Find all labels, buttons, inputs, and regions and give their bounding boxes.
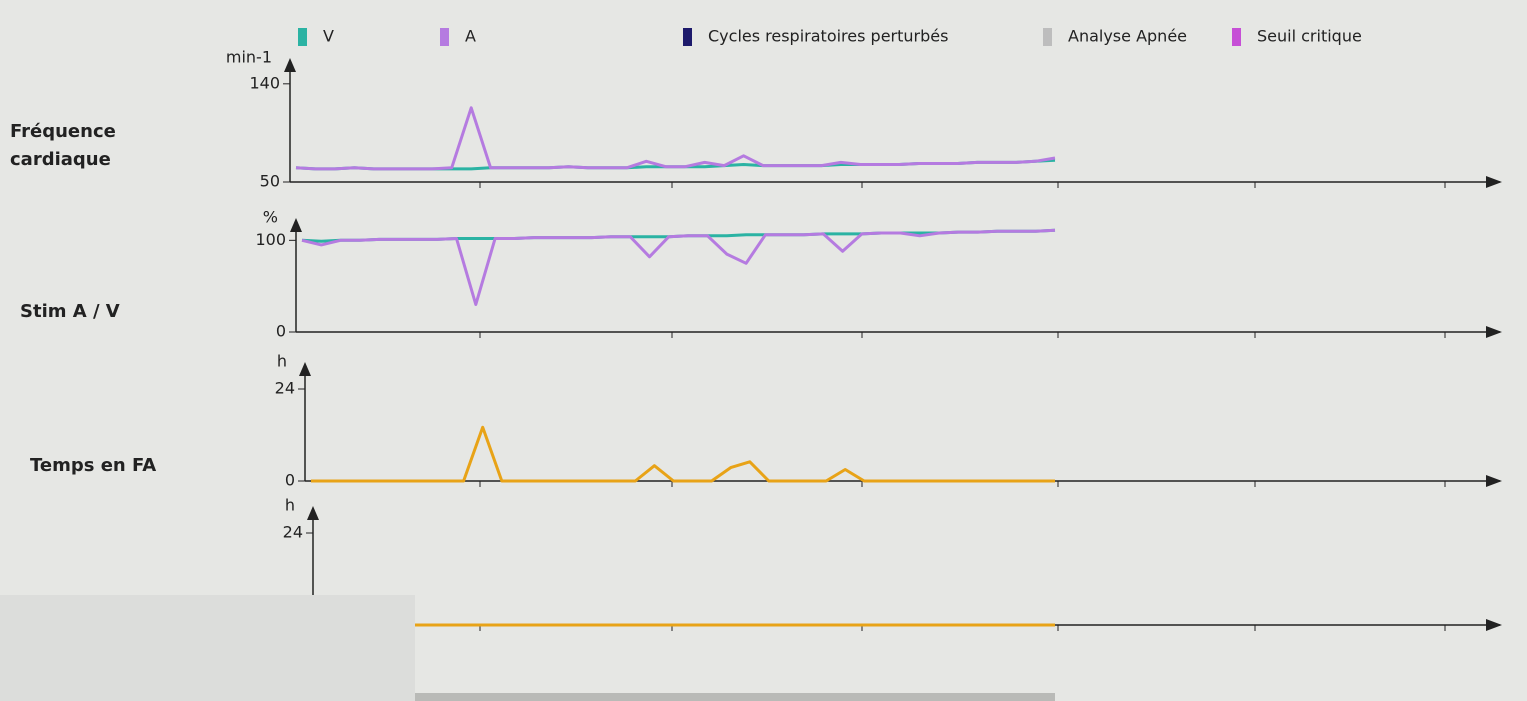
legend-label: Seuil critique [1257, 27, 1362, 46]
y-axis-arrow [290, 218, 302, 232]
x-axis-arrow [1486, 176, 1502, 188]
bottom-strip [415, 693, 1055, 701]
axis-unit: % [263, 208, 278, 227]
legend-swatch [1043, 28, 1052, 46]
row-label: Stim A / V [20, 301, 120, 322]
row-label: Temps en FA [30, 455, 157, 476]
row-label: Fréquence cardiaque [10, 121, 116, 170]
y-axis-arrow [307, 506, 319, 520]
legend-swatch [298, 28, 307, 46]
overlay [0, 595, 415, 701]
series-line [295, 106, 1056, 171]
legend-label: Cycles respiratoires perturbés [708, 27, 948, 46]
series-line [301, 228, 1056, 306]
y-tick-label: 0 [276, 322, 286, 341]
axis-unit: h [285, 496, 295, 515]
legend-label: Analyse Apnée [1068, 27, 1187, 46]
y-tick-label: 24 [283, 523, 303, 542]
y-axis-arrow [284, 58, 296, 72]
series-line [311, 425, 1055, 483]
legend-swatch [1232, 28, 1241, 46]
axis-unit: min-1 [226, 48, 272, 67]
y-tick-label: 50 [260, 172, 280, 191]
axis-unit: h [277, 352, 287, 371]
legend-swatch [440, 28, 449, 46]
legend-label: V [323, 27, 334, 46]
x-axis-arrow [1486, 619, 1502, 631]
y-tick-label: 0 [285, 471, 295, 490]
legend-label: A [465, 27, 476, 46]
x-axis-arrow [1486, 475, 1502, 487]
y-tick-label: 24 [275, 379, 295, 398]
x-axis-arrow [1486, 326, 1502, 338]
y-tick-label: 140 [249, 73, 280, 92]
legend-swatch [683, 28, 692, 46]
y-tick-label: 100 [255, 230, 286, 249]
y-axis-arrow [299, 362, 311, 376]
